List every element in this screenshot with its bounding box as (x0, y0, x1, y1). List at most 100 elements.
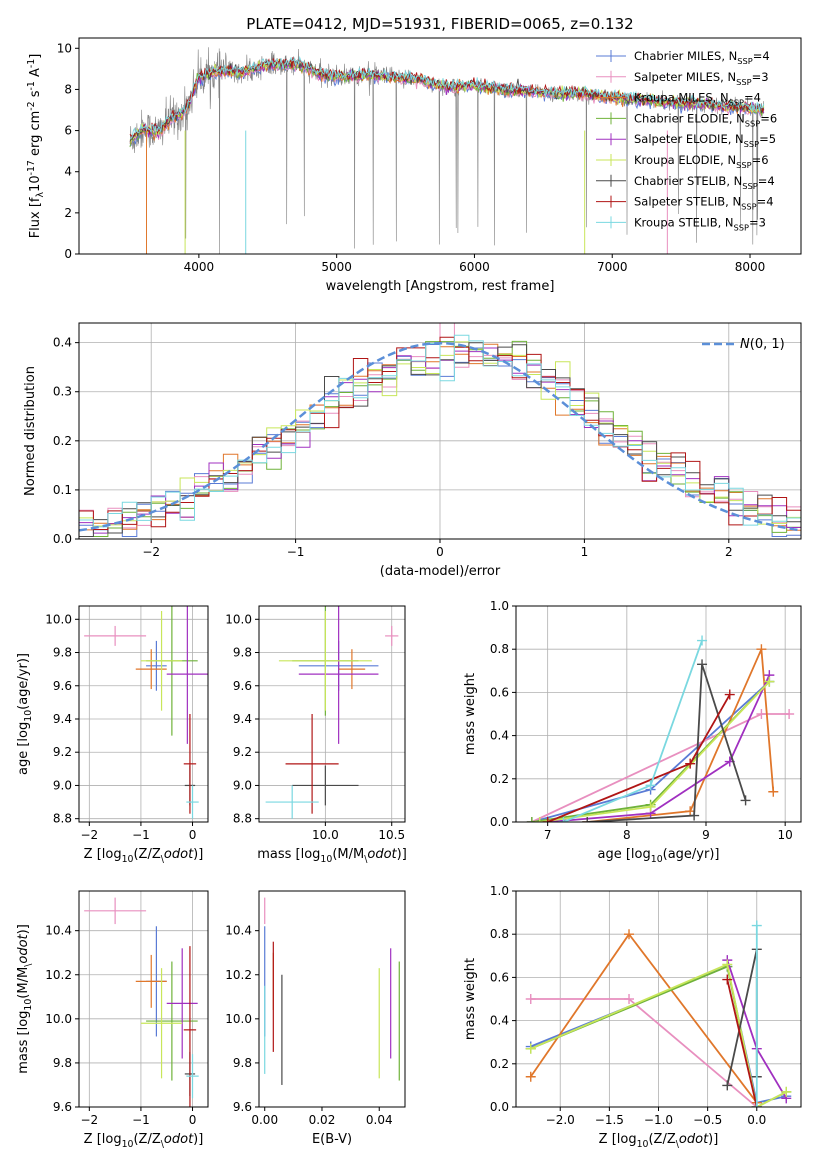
text-span: -2 (26, 101, 37, 110)
y-tick-label: 9.2 (233, 745, 252, 759)
x-tick-label: −2 (142, 545, 160, 559)
plot-area (265, 606, 399, 819)
axes-frame (78, 890, 209, 1108)
text-span: Z [log (599, 1132, 637, 1147)
y-tick-label: 9.8 (233, 646, 252, 660)
axes-frame (258, 890, 406, 1108)
x-tick-label: −1 (132, 1113, 150, 1127)
x-tick-label: −1 (132, 828, 150, 842)
mass-weight-marker (751, 1102, 762, 1107)
y-tick-label: 4 (64, 165, 72, 179)
mass-weight-marker (697, 659, 708, 670)
y-tick-label: 10.0 (225, 612, 252, 626)
y-tick-label: 0.0 (490, 815, 509, 829)
text-span: (Z/Z (133, 847, 160, 862)
text-span: 1 (771, 337, 779, 352)
y-axis-label: mass weight (463, 673, 478, 755)
y-tick-label: 9.8 (53, 1056, 72, 1070)
mass-weight-marker (756, 709, 767, 719)
text-span: 0 (755, 337, 763, 352)
y-tick-label: 0.6 (490, 970, 509, 984)
mass-weight-line-4 (547, 674, 771, 822)
y-tick-label: 10.4 (225, 924, 252, 938)
plot-area (84, 606, 208, 819)
plot-area (526, 635, 795, 822)
legend-label: Salpeter MILES, NSSP=3 (634, 70, 769, 87)
mass-weight-marker (740, 795, 751, 806)
x-tick-label: 10.0 (312, 828, 339, 842)
legend-label: Salpeter ELODIE, NSSP=5 (634, 132, 776, 149)
mass-weight-marker (685, 758, 696, 769)
y-tick-label: 8.8 (53, 812, 72, 826)
x-tick-label: −1.5 (595, 1113, 624, 1127)
y-tick-label: 9.6 (53, 1100, 72, 1114)
plot-area (525, 920, 792, 1107)
y-tick-label: 10.0 (45, 1012, 72, 1026)
text-span: odot (679, 1132, 709, 1147)
x-tick-label: −0.5 (693, 1113, 722, 1127)
y-tick-label: 0.2 (53, 434, 72, 448)
y-tick-label: 0.2 (490, 772, 509, 786)
text-span: mass [log (257, 847, 320, 862)
legend-label: Chabrier STELIB, NSSP=4 (634, 174, 775, 191)
text-span: ) (780, 337, 785, 352)
x-axis-label: Z [log10(Z/Z\odot)] (599, 1132, 719, 1150)
text-span: =3 (749, 215, 766, 229)
age-vs-mass-panel: 10.0 10.5 8.8 9.0 9.2 9.4 9.6 9.8 10.0 mass [log1… (225, 605, 407, 865)
x-axis-label: age [log10(age/yr)] (598, 847, 720, 865)
text-span: age [log (598, 847, 651, 862)
text-span: )] (708, 1132, 718, 1147)
y-tick-label: 0.8 (490, 927, 509, 941)
mass-weight-line-7 (547, 694, 731, 822)
mass-weight-marker (624, 929, 635, 940)
y-tick-label: 0.6 (490, 685, 509, 699)
y-tick-label: 9.4 (53, 712, 72, 726)
x-axis-label: wavelength [Angstrom, rest frame] (326, 279, 555, 294)
x-tick-label: 0.04 (366, 1113, 393, 1127)
text-span: -1 (26, 59, 37, 68)
mass-weight-line-1 (530, 998, 758, 1107)
x-tick-label: 0.00 (251, 1113, 278, 1127)
axes-frame (515, 890, 802, 1108)
y-tick-label: 9.6 (233, 679, 252, 693)
y-tick-label: 9.4 (233, 712, 252, 726)
y-tick-label: 0 (64, 247, 72, 261)
x-tick-label: 7 (544, 828, 552, 842)
normal-reference-curve (79, 341, 801, 532)
mass-weight-marker (751, 920, 762, 931)
text-span: (age/yr)] (16, 653, 31, 710)
text-span: erg cm (28, 111, 43, 160)
x-tick-label: 0 (436, 545, 444, 559)
mass-weight-marker (781, 1086, 792, 1097)
x-axis-label: Z [log10(Z/Z\odot)] (84, 847, 204, 865)
x-tick-label: 10.5 (378, 828, 405, 842)
mass-weight-line-2 (587, 648, 775, 822)
mass-weight-marker (784, 709, 795, 719)
mass-weight-line-1 (531, 713, 790, 822)
text-span: 10 (637, 1139, 649, 1150)
plot-area (264, 897, 400, 1085)
y-tick-label: 0.3 (53, 385, 72, 399)
x-tick-label: 8000 (735, 260, 766, 274)
legend-label: Salpeter STELIB, NSSP=4 (634, 195, 774, 212)
y-tick-label: 1.0 (490, 599, 509, 613)
y-tick-label: 8.8 (233, 812, 252, 826)
text-span: , (763, 337, 767, 352)
text-span: \ (676, 1139, 680, 1150)
mass-weight-marker (697, 635, 708, 646)
y-tick-label: 9.6 (233, 1100, 252, 1114)
y-tick-label: 10.0 (225, 1012, 252, 1026)
text-span: 10 (122, 1139, 134, 1150)
y-tick-label: 0.4 (490, 1014, 509, 1028)
mass-weight-marker (764, 676, 775, 687)
text-span: Kroupa STELIB, N (634, 215, 734, 229)
text-span: ( (750, 337, 755, 352)
x-tick-label: 2 (725, 545, 733, 559)
y-tick-label: 8 (64, 82, 72, 96)
text-span: A (28, 68, 43, 81)
text-span: (M/M (332, 847, 364, 862)
histogram-8 (79, 334, 801, 528)
text-span: N (740, 337, 750, 352)
text-span: Chabrier STELIB, N (634, 174, 742, 188)
